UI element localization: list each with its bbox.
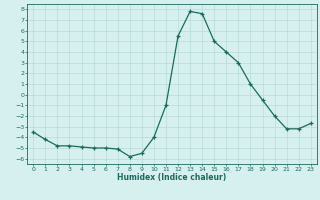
X-axis label: Humidex (Indice chaleur): Humidex (Indice chaleur) [117,173,227,182]
